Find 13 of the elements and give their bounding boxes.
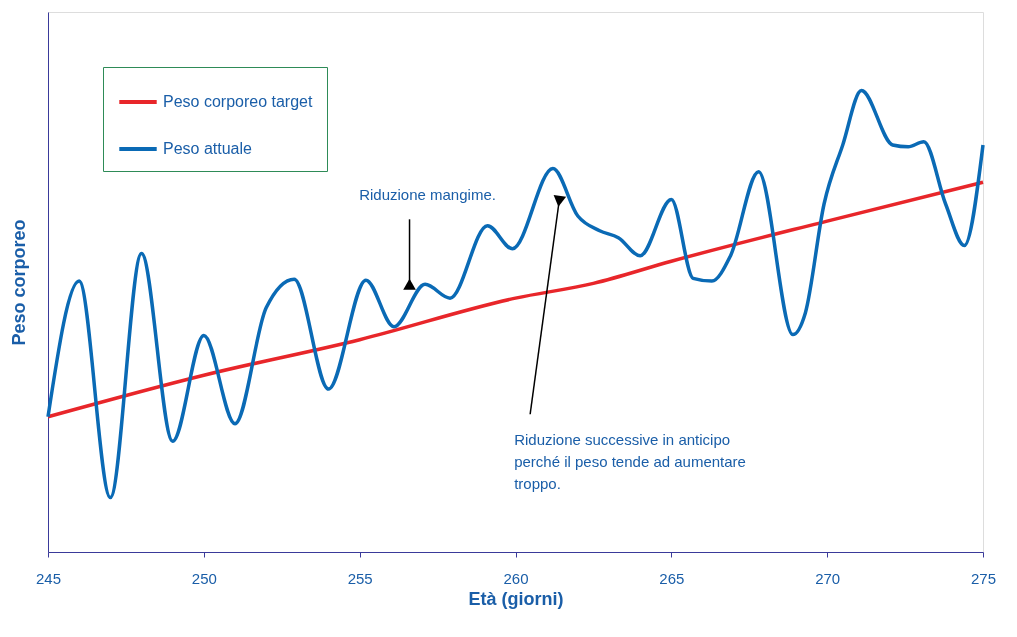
x-tick-label: 265 [659,569,685,587]
x-axis-title: Età (giorni) [468,588,564,609]
legend-label: Peso corporeo target [163,93,313,110]
x-tick-label: 260 [503,569,529,587]
x-tick-label: 250 [191,569,217,587]
x-tick-label: 270 [815,569,841,587]
legend-label: Peso attuale [163,140,253,157]
x-tick-label: 275 [970,569,997,587]
y-axis-title: Peso corporeo [8,219,29,346]
annotation: Riduzione mangime. [359,186,496,204]
annotation: Riduzione successive in anticipo perché il peso tende ad aumentare troppo. [514,431,746,493]
x-tick-label: 255 [347,569,373,587]
x-tick-label: 245 [35,569,62,587]
